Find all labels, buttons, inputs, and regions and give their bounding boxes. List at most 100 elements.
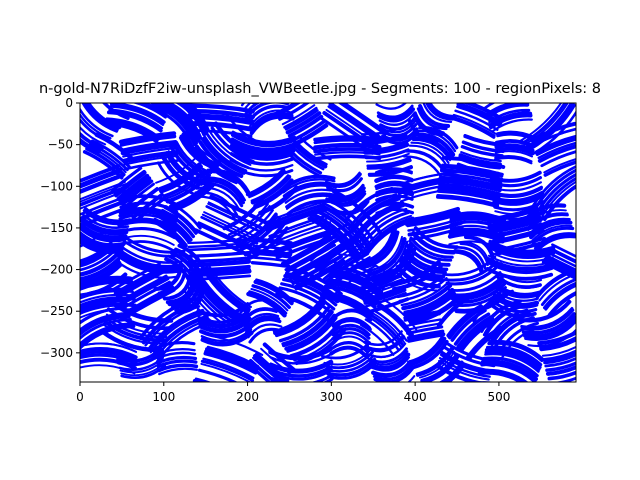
contour-stroke	[366, 158, 412, 170]
contour-stroke	[80, 312, 131, 334]
contour-stroke	[364, 148, 410, 160]
contour-stroke	[545, 361, 576, 372]
contour-stroke	[472, 289, 514, 323]
contour-stroke	[535, 136, 576, 156]
contour-stroke	[149, 312, 206, 354]
contour-stroke	[253, 279, 294, 306]
contour-stroke	[197, 273, 244, 319]
contour-stroke	[80, 167, 123, 188]
contour-stroke	[358, 227, 397, 267]
contour-stroke	[486, 257, 555, 271]
contour-stroke	[118, 356, 165, 371]
contour-stroke	[536, 172, 576, 213]
contour-stroke	[411, 230, 457, 254]
contour-stroke	[157, 212, 193, 242]
contour-stroke	[491, 181, 542, 192]
contour-stroke	[80, 293, 135, 304]
contour-stroke	[529, 220, 573, 240]
contour-stroke	[369, 350, 409, 366]
contour-stroke	[343, 186, 394, 224]
contour-stroke	[491, 190, 545, 204]
contour-stroke	[453, 312, 491, 346]
contour-stroke	[485, 103, 530, 119]
contour-stroke	[106, 307, 171, 330]
contour-stroke	[131, 103, 167, 119]
contour-stroke	[287, 266, 343, 296]
contour-stroke	[119, 134, 177, 147]
contour-stroke	[328, 103, 384, 142]
contour-stroke	[313, 142, 382, 150]
contour-stroke	[260, 347, 293, 377]
contour-stroke	[108, 108, 164, 130]
contour-stroke	[264, 203, 326, 227]
contour-stroke	[489, 222, 544, 239]
contour-stroke	[286, 316, 338, 353]
contour-stroke	[360, 125, 406, 136]
contour-stroke	[113, 169, 147, 197]
contour-stroke	[187, 259, 251, 268]
contour-stroke	[106, 110, 163, 133]
contour-stroke	[109, 105, 165, 126]
contour-stroke	[82, 213, 130, 230]
contour-stroke	[398, 277, 448, 303]
y-tick-label: 0	[65, 96, 73, 110]
contour-stroke	[436, 293, 474, 328]
contour-stroke	[484, 305, 526, 338]
contour-stroke	[188, 268, 252, 276]
contour-stroke	[251, 248, 293, 257]
contour-stroke	[454, 109, 499, 131]
contour-stroke	[441, 163, 504, 176]
contour-stroke	[484, 347, 542, 370]
contour-stroke	[536, 270, 576, 299]
contour-stroke	[151, 103, 198, 145]
contour-stroke	[163, 273, 193, 301]
contour-stroke	[112, 262, 161, 291]
contour-stroke	[282, 178, 336, 194]
x-tick-label: 100	[152, 390, 175, 404]
contour-stroke	[441, 155, 506, 169]
contour-stroke	[435, 363, 486, 382]
contour-stroke	[498, 271, 543, 284]
y-tick-label: −100	[40, 179, 73, 193]
contour-stroke	[322, 201, 373, 248]
contour-stroke	[164, 172, 207, 200]
contour-stroke	[438, 359, 490, 381]
contour-stroke	[146, 308, 205, 352]
contour-stroke	[163, 206, 198, 235]
contour-stroke	[488, 310, 531, 345]
contour-stroke	[492, 187, 543, 199]
contour-stroke	[80, 342, 137, 353]
contour-stroke	[80, 249, 116, 272]
contour-stroke	[537, 144, 576, 163]
contour-stroke	[439, 172, 503, 185]
contour-stroke	[281, 310, 334, 348]
contour-stroke	[551, 243, 576, 258]
contour-stroke	[328, 275, 380, 298]
contour-stroke	[499, 262, 544, 274]
contour-stroke	[377, 105, 414, 119]
contour-stroke	[489, 170, 542, 183]
contour-stroke	[246, 104, 291, 125]
contour-stroke	[117, 234, 175, 246]
contour-stroke	[200, 362, 252, 382]
contour-stroke	[331, 323, 371, 337]
contour-stroke	[160, 208, 196, 239]
x-axis: 0 100 200 300 400 500	[76, 382, 510, 404]
contour-stroke	[88, 142, 129, 172]
contour-stroke	[450, 308, 487, 342]
contour-stroke	[403, 248, 449, 272]
contour-stroke	[115, 269, 166, 299]
contour-stroke	[537, 331, 576, 346]
contour-stroke	[197, 186, 241, 211]
contour-stroke	[85, 103, 120, 130]
contour-stroke	[156, 214, 191, 244]
contour-stroke	[522, 203, 567, 223]
contour-stroke	[282, 277, 338, 307]
contour-stroke	[413, 226, 459, 249]
contour-stroke	[389, 259, 441, 287]
contour-stroke	[253, 238, 293, 246]
contour-stroke	[400, 281, 450, 307]
contour-stroke	[449, 275, 504, 298]
contour-stroke	[320, 246, 364, 277]
contour-stroke	[407, 335, 444, 364]
